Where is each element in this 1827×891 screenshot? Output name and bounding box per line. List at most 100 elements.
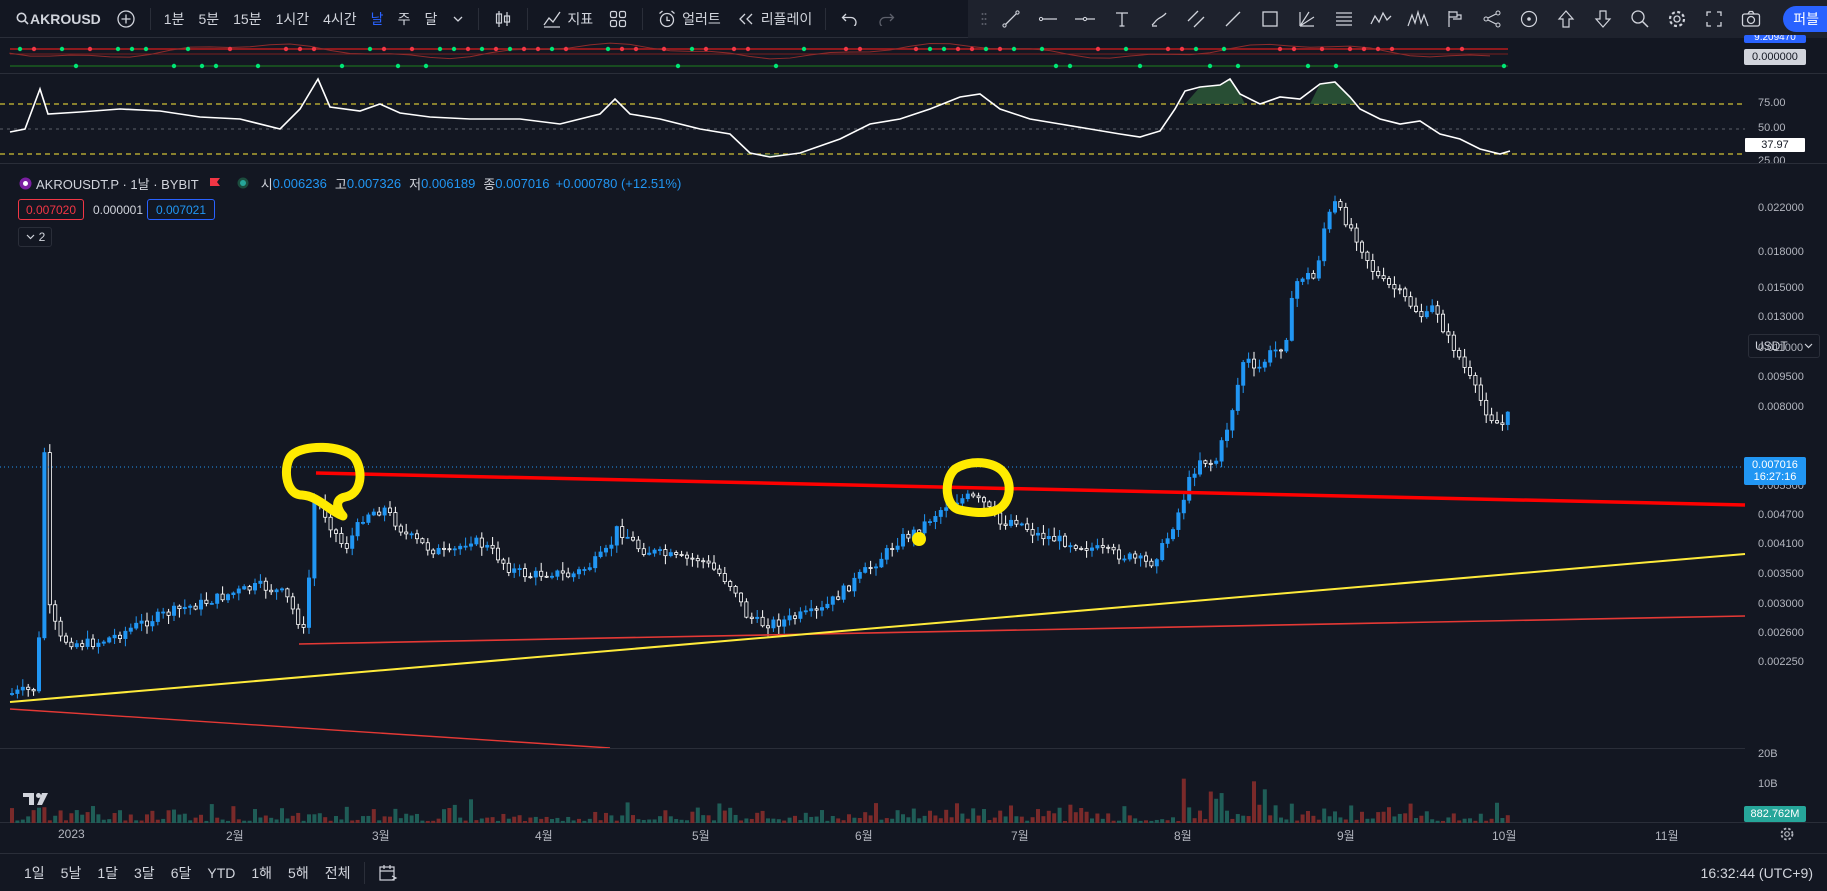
- long-position-icon[interactable]: [1436, 0, 1473, 38]
- interval-dropdown[interactable]: [444, 0, 472, 38]
- highlight-circle-right[interactable]: [942, 458, 1014, 518]
- resistance-trendline[interactable]: [315, 471, 1746, 507]
- volume-bar: [550, 819, 554, 823]
- interval-1w[interactable]: 주: [397, 10, 411, 27]
- volume-current-tag: 882.762M: [1744, 806, 1806, 822]
- alert-button[interactable]: 얼러트: [649, 0, 728, 38]
- range-all[interactable]: 전체: [324, 864, 351, 881]
- volume-bar: [857, 818, 862, 823]
- share-icon[interactable]: [1473, 0, 1510, 38]
- candle: [1019, 522, 1024, 527]
- signal-dot: [451, 46, 457, 52]
- support-trendline[interactable]: [298, 615, 1746, 645]
- interval-1d[interactable]: 날: [370, 10, 384, 27]
- range-3m[interactable]: 3달: [134, 864, 155, 881]
- volume-bar: [1241, 815, 1246, 823]
- chart-type-button[interactable]: [485, 0, 521, 38]
- publish-button[interactable]: 퍼블: [1783, 6, 1827, 32]
- volume-bar: [539, 818, 544, 823]
- text-icon[interactable]: [1103, 0, 1140, 38]
- candle: [371, 508, 376, 517]
- legend-symbol[interactable]: AKROUSDT.P · 1날 · BYBIT: [36, 176, 199, 192]
- candle: [1036, 527, 1041, 541]
- indicator-strip-pane[interactable]: 9.209470 0.000000: [0, 35, 1827, 74]
- candle: [1306, 267, 1311, 285]
- candle: [220, 586, 225, 602]
- indicators-button[interactable]: 지표: [534, 0, 600, 38]
- camera-icon[interactable]: [1732, 0, 1769, 38]
- candle: [701, 557, 706, 569]
- candle: [279, 587, 284, 593]
- candle: [350, 527, 355, 556]
- axis-settings-icon[interactable]: [1776, 823, 1798, 845]
- volume-pane[interactable]: 20B 10B 882.762M: [0, 748, 1827, 823]
- ray-icon[interactable]: [1214, 0, 1251, 38]
- interval-1m[interactable]: 1분: [163, 10, 185, 27]
- flag-icon[interactable]: [205, 172, 225, 194]
- interval-4h[interactable]: 4시간: [323, 10, 357, 27]
- redo-button[interactable]: [868, 0, 904, 38]
- candle: [387, 501, 392, 517]
- replay-button[interactable]: 리플레이: [728, 0, 820, 38]
- interval-15m[interactable]: 15분: [233, 10, 262, 27]
- range-5y[interactable]: 5해: [288, 864, 309, 881]
- ascending-trendline[interactable]: [9, 553, 1746, 703]
- bid-price-box[interactable]: 0.007020: [18, 199, 84, 220]
- arrow-up-icon[interactable]: [1547, 0, 1584, 38]
- main-chart-pane[interactable]: USDT 0.022000 0.018000 0.015000 0.013000 0.0…: [0, 164, 1827, 749]
- calendar-icon[interactable]: [377, 862, 399, 884]
- trend-line-icon[interactable]: [992, 0, 1029, 38]
- volume-bar: [982, 809, 986, 823]
- volume-bar: [793, 815, 797, 823]
- currency-select[interactable]: USDT: [1748, 334, 1820, 358]
- pattern-icon[interactable]: [1399, 0, 1436, 38]
- range-1d[interactable]: 1일: [24, 864, 45, 881]
- volume-bar: [58, 810, 63, 823]
- arrow-down-icon[interactable]: [1584, 0, 1621, 38]
- circle-icon[interactable]: [1510, 0, 1547, 38]
- horizontal-ray-icon[interactable]: [1029, 0, 1066, 38]
- gann-icon[interactable]: [1288, 0, 1325, 38]
- templates-button[interactable]: [600, 0, 636, 38]
- highlight-dot[interactable]: [912, 532, 926, 546]
- candle: [458, 543, 463, 555]
- symbol-search[interactable]: AKROUSD: [0, 0, 108, 38]
- volume-bar: [625, 802, 630, 823]
- range-5d[interactable]: 5날: [60, 864, 82, 881]
- fib-retracement-icon[interactable]: [1325, 0, 1362, 38]
- tradingview-logo[interactable]: [22, 790, 52, 808]
- fullscreen-icon[interactable]: [1695, 0, 1732, 38]
- elliott-wave-icon[interactable]: [1362, 0, 1399, 38]
- clock-timezone[interactable]: 16:32:44 (UTC+9): [1700, 865, 1813, 881]
- undo-button[interactable]: [832, 0, 868, 38]
- volume-bar: [863, 812, 868, 823]
- time-axis[interactable]: 2023 2월 3월 4월 5월 6월 7월 8월 9월 10월 11월: [0, 823, 1827, 845]
- descending-trendline[interactable]: [9, 708, 611, 749]
- volume-bar: [701, 815, 706, 823]
- brush-icon[interactable]: [1140, 0, 1177, 38]
- range-1m[interactable]: 1달: [97, 864, 119, 881]
- range-1y[interactable]: 1해: [251, 864, 273, 881]
- compare-button[interactable]: [108, 0, 144, 38]
- range-6m[interactable]: 6달: [170, 864, 192, 881]
- interval-5m[interactable]: 5분: [198, 10, 220, 27]
- signal-dot: [255, 63, 261, 69]
- interval-1mo[interactable]: 달: [424, 10, 438, 27]
- horizontal-line-icon[interactable]: [1066, 0, 1103, 38]
- highlight-circle-left[interactable]: [281, 442, 365, 521]
- rectangle-icon[interactable]: [1251, 0, 1288, 38]
- gear-icon[interactable]: [1658, 0, 1695, 38]
- zoom-icon[interactable]: [1621, 0, 1658, 38]
- candle: [263, 577, 268, 599]
- low-label: 저: [409, 176, 422, 192]
- oscillator-pane[interactable]: 75.00 50.00 25.00 37.97: [0, 74, 1827, 164]
- range-ytd[interactable]: YTD: [207, 864, 236, 881]
- drag-handle-icon[interactable]: [976, 0, 992, 38]
- parallel-channel-icon[interactable]: [1177, 0, 1214, 38]
- interval-1h[interactable]: 1시간: [275, 10, 310, 27]
- volume-bar: [118, 810, 122, 823]
- collapse-indicators-button[interactable]: 2: [18, 227, 52, 247]
- ask-price-box[interactable]: 0.007021: [147, 199, 215, 220]
- volume-bar: [965, 818, 970, 823]
- volume-bar: [269, 817, 274, 823]
